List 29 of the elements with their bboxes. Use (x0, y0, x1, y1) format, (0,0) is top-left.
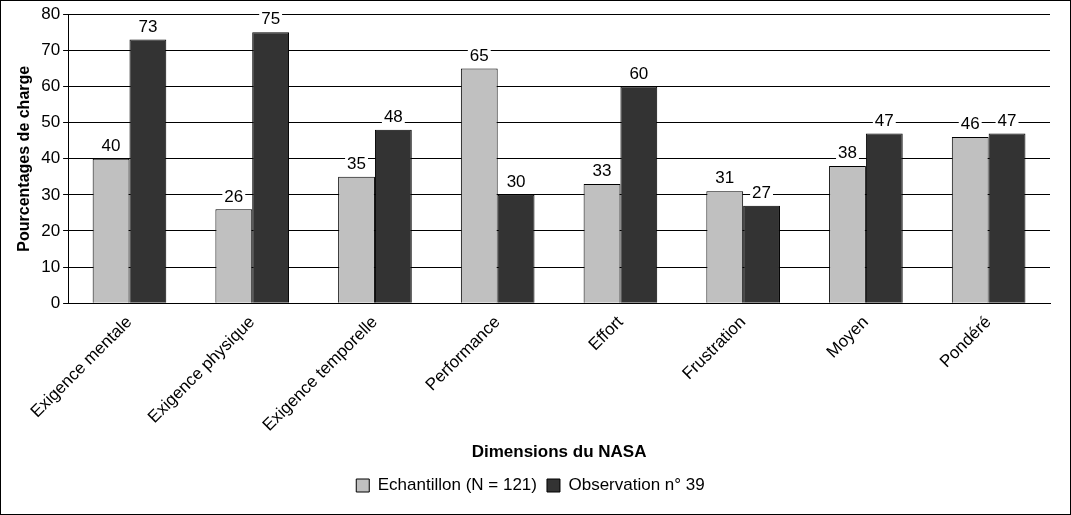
data-label: 35 (347, 153, 366, 173)
data-label: 40 (101, 135, 121, 155)
data-label: 31 (715, 168, 735, 188)
data-label: 65 (469, 45, 489, 65)
x-axis-title: Dimensions du NASA (471, 442, 647, 462)
data-label: 26 (224, 186, 244, 206)
y-tick-label: 20 (41, 220, 61, 240)
data-label: 48 (383, 107, 403, 127)
data-label: 60 (629, 63, 649, 83)
y-tick-label: 40 (41, 148, 61, 168)
y-tick-label: 50 (41, 112, 61, 132)
y-tick-label: 80 (41, 3, 61, 23)
y-tick-label: 0 (50, 292, 61, 312)
data-label: 75 (261, 9, 281, 29)
y-tick-label: 30 (41, 184, 61, 204)
legend-label: Observation n° 39 (568, 475, 705, 495)
data-label: 47 (997, 110, 1017, 130)
data-label: 73 (138, 16, 158, 36)
y-tick-label: 70 (41, 40, 61, 60)
y-axis-title: Pourcentages de charge (15, 65, 33, 252)
y-tick-label: 10 (41, 256, 61, 276)
data-label: 38 (838, 143, 857, 163)
y-tick-label: 60 (41, 76, 61, 96)
data-label: 47 (874, 110, 894, 130)
data-label: 46 (960, 114, 980, 134)
legend-label: Echantillon (N = 121) (377, 475, 537, 495)
data-label: 30 (506, 172, 526, 192)
data-label: 33 (592, 161, 612, 181)
data-label: 27 (752, 182, 772, 202)
